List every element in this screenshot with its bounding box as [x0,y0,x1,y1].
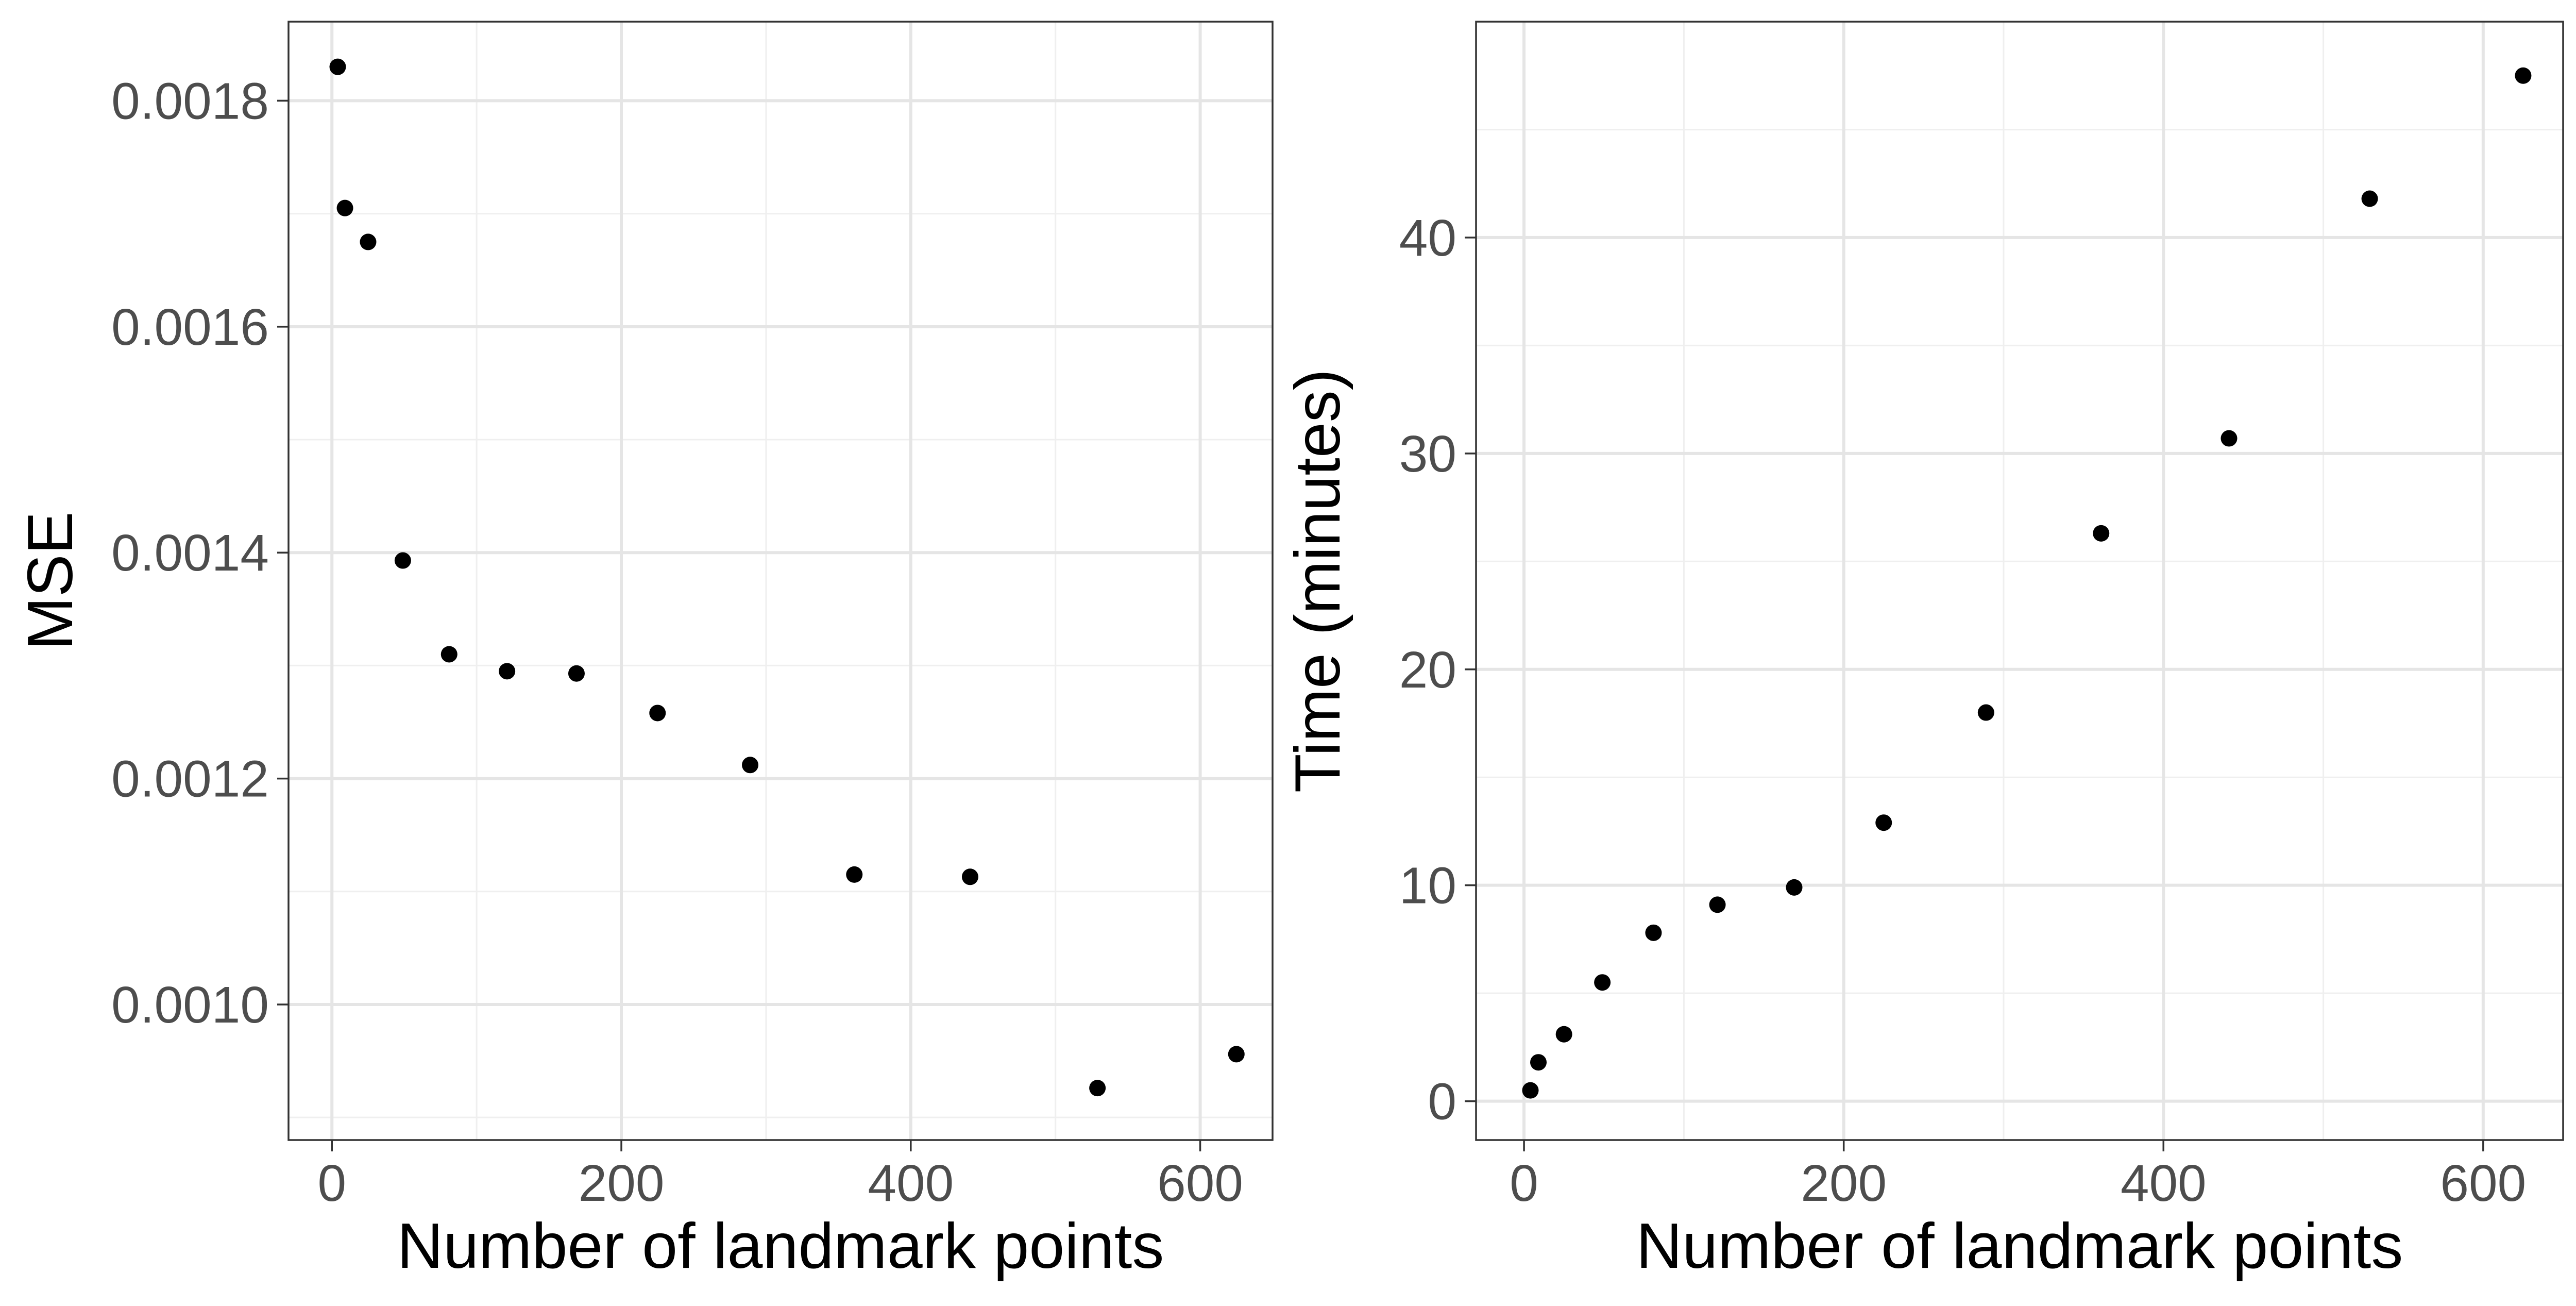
x-tick-label: 400 [2121,1154,2207,1212]
data-point [1786,879,1803,896]
x-tick-label: 600 [2440,1154,2526,1212]
data-point [1530,1054,1547,1071]
y-tick-label: 0.0012 [111,750,269,808]
y-axis-ticks: 0 10 20 30 40 [1399,209,1476,1131]
x-tick-label: 0 [1510,1154,1538,1212]
data-points [1522,67,2532,1099]
y-tick-label: 30 [1399,425,1456,483]
plot-border [1475,21,2564,1141]
grid-lines [1476,22,2563,1140]
data-point [1875,814,1892,831]
data-point [2221,430,2238,447]
data-point [2515,67,2532,84]
grid-lines [289,22,1273,1140]
data-point [1594,974,1611,991]
x-tick-label: 600 [1157,1154,1243,1212]
y-axis-ticks: 0.0010 0.0012 0.0014 0.0016 0.0018 [111,72,289,1034]
data-point [742,757,759,774]
data-point [1709,896,1726,913]
x-tick-label: 200 [1801,1154,1887,1212]
x-tick-label: 400 [868,1154,954,1212]
data-point [1977,704,1994,721]
y-axis-title: MSE [15,512,86,650]
data-point [1089,1080,1106,1097]
data-point [336,199,353,216]
x-tick-label: 0 [317,1154,346,1212]
data-point [2093,525,2110,542]
y-tick-label: 0.0010 [111,976,269,1034]
data-point [649,705,666,722]
data-point [1645,924,1662,941]
x-tick-label: 200 [579,1154,665,1212]
x-axis-title: Number of landmark points [1636,1211,2403,1282]
data-point [2361,190,2378,207]
y-tick-label: 0 [1428,1073,1456,1131]
data-point [1555,1026,1572,1043]
y-tick-label: 0.0014 [111,524,269,582]
y-tick-label: 20 [1399,641,1456,699]
y-axis-title: Time (minutes) [1282,369,1353,793]
x-axis-title: Number of landmark points [397,1211,1164,1282]
x-axis-ticks: 0 200 400 600 [1510,1140,2526,1212]
data-point [1228,1046,1245,1063]
data-point [846,866,863,883]
data-point [568,665,585,682]
data-point [961,868,978,885]
data-point [360,233,377,250]
data-points [329,58,1245,1097]
y-tick-label: 0.0018 [111,72,269,130]
mse-chart-panel: 0 200 400 600 0.00100.00120.00140.00160.001… [15,21,1274,1282]
plot-area [289,22,1273,1140]
y-tick-label: 40 [1399,209,1456,267]
data-point [440,646,457,663]
data-point [394,552,411,569]
plot-area [1476,22,2563,1140]
data-point [1522,1082,1539,1099]
data-point [329,58,346,75]
time-chart-panel: 0 200 400 600 0 10 20 30 40 Number of landmark … [1282,21,2564,1282]
y-tick-label: 10 [1399,857,1456,915]
y-tick-label: 0.0016 [111,298,269,356]
data-point [499,663,516,680]
x-axis-ticks: 0 200 400 600 [317,1140,1243,1212]
plot-border [287,21,1274,1141]
